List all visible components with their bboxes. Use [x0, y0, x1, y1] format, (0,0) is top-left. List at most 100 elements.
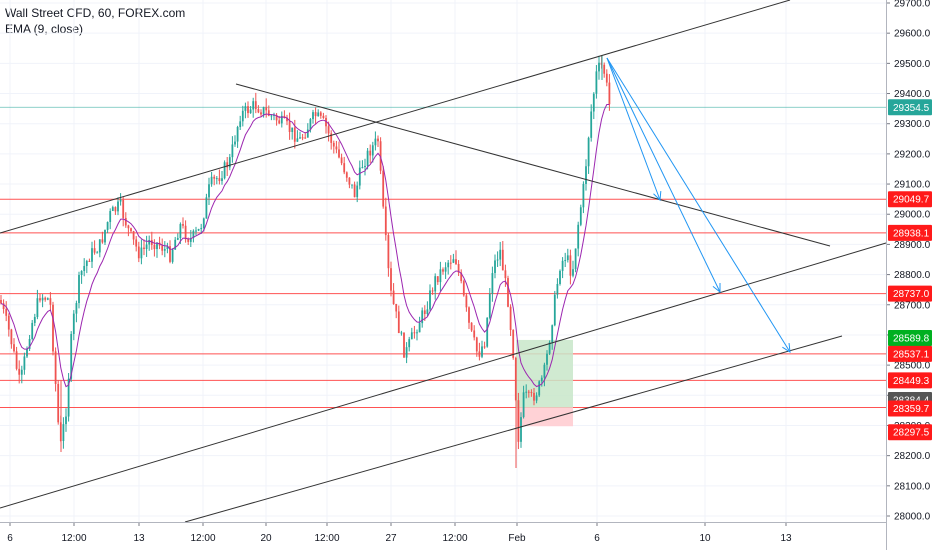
- x-tick-label: 27: [385, 533, 397, 544]
- candle-body: [18, 368, 21, 375]
- candle-body: [213, 176, 216, 179]
- candle-body: [486, 317, 489, 347]
- candle-body: [137, 246, 140, 259]
- candle-body: [106, 222, 109, 230]
- grid: [0, 0, 886, 522]
- arrow-head: [653, 190, 662, 202]
- trend-line[interactable]: [0, 0, 791, 234]
- trend-line[interactable]: [235, 83, 831, 247]
- indicator-label: EMA (9, close): [5, 22, 84, 36]
- projection-arrow[interactable]: [606, 57, 721, 293]
- candle-body: [514, 357, 517, 401]
- candle-body: [356, 185, 359, 198]
- candle-body: [65, 416, 67, 425]
- candle-body: [254, 101, 257, 110]
- trend-lines: [0, 0, 887, 523]
- candle-body: [483, 346, 486, 348]
- candle-body: [579, 207, 582, 225]
- projection-arrow[interactable]: [606, 57, 661, 201]
- candle-body: [101, 239, 104, 243]
- candle-body: [377, 138, 379, 142]
- candle-body: [309, 119, 312, 130]
- candle-body: [384, 206, 387, 236]
- candle-body: [603, 64, 606, 74]
- price-tag-label: 28537.1: [893, 349, 930, 360]
- price-tag-box: [888, 191, 932, 208]
- price-tag: 28737.0: [888, 285, 932, 302]
- candle-body: [395, 303, 398, 312]
- candle-body: [598, 62, 600, 72]
- x-tick-label: 6: [7, 533, 13, 544]
- candle-body: [166, 246, 169, 250]
- x-tick-label: 12:00: [314, 533, 339, 544]
- candle-body: [0, 300, 2, 304]
- candle-body: [504, 270, 507, 279]
- y-tick-label: 29400.0: [894, 89, 931, 100]
- candle-body: [78, 274, 80, 304]
- candle-body: [182, 224, 184, 226]
- candle-body: [382, 170, 385, 207]
- candle-body: [234, 141, 236, 145]
- candle-body: [252, 101, 255, 110]
- candle-body: [148, 240, 151, 245]
- candle-body: [564, 260, 567, 262]
- candle-body: [442, 269, 444, 272]
- candle-body: [288, 121, 291, 132]
- candle-body: [390, 268, 392, 291]
- candle-body: [439, 269, 442, 283]
- candle-body: [538, 381, 541, 396]
- x-tick-label: 12:00: [61, 533, 86, 544]
- y-tick-label: 29100.0: [894, 180, 931, 191]
- candle-body: [62, 424, 65, 441]
- price-tag: 28537.1: [888, 345, 932, 362]
- y-tick-label: 29600.0: [894, 29, 931, 40]
- candle-body: [423, 310, 426, 315]
- candle-body: [13, 344, 15, 352]
- candle-body: [46, 298, 49, 300]
- candle-body: [221, 178, 223, 182]
- y-tick-label: 28700.0: [894, 300, 931, 311]
- candle-body: [244, 106, 247, 111]
- trend-line[interactable]: [184, 335, 843, 523]
- candle-body: [460, 272, 463, 282]
- candle-body: [507, 278, 509, 307]
- horizontal-levels: [0, 106, 886, 408]
- price-tag: 29354.5: [888, 99, 932, 116]
- price-tag-box: [888, 400, 932, 417]
- candle-body: [551, 325, 554, 343]
- candle-body: [210, 176, 213, 185]
- candle-body: [39, 298, 41, 301]
- candle-body: [171, 249, 174, 262]
- candle-body: [15, 351, 18, 369]
- trend-line[interactable]: [0, 242, 887, 509]
- candle-body: [104, 229, 106, 243]
- candle-body: [457, 264, 460, 273]
- candle-body: [392, 290, 395, 304]
- candle-body: [561, 260, 564, 271]
- price-tag-label: 28359.7: [893, 404, 930, 415]
- candle-body: [91, 248, 93, 262]
- position-stop-box[interactable]: [516, 407, 573, 427]
- candle-body: [608, 82, 611, 105]
- candle-body: [447, 262, 450, 268]
- candle-body: [553, 294, 556, 326]
- candle-body: [174, 239, 177, 250]
- y-tick-label: 28500.0: [894, 361, 931, 372]
- candle-body: [520, 417, 522, 442]
- candle-body: [135, 239, 138, 247]
- candle-body: [478, 351, 481, 357]
- projection-arrow[interactable]: [606, 57, 791, 353]
- candle-body: [145, 244, 148, 249]
- candle-body: [535, 395, 538, 401]
- candle-body: [314, 112, 317, 117]
- candle-body: [208, 184, 210, 198]
- y-tick-label: 29300.0: [894, 119, 931, 130]
- candle-body: [397, 311, 400, 334]
- candle-body: [540, 377, 543, 382]
- candle-body: [475, 337, 478, 352]
- candle-body: [44, 297, 47, 300]
- candle-body: [410, 332, 413, 340]
- candle-body: [215, 178, 218, 180]
- candle-body: [496, 259, 499, 261]
